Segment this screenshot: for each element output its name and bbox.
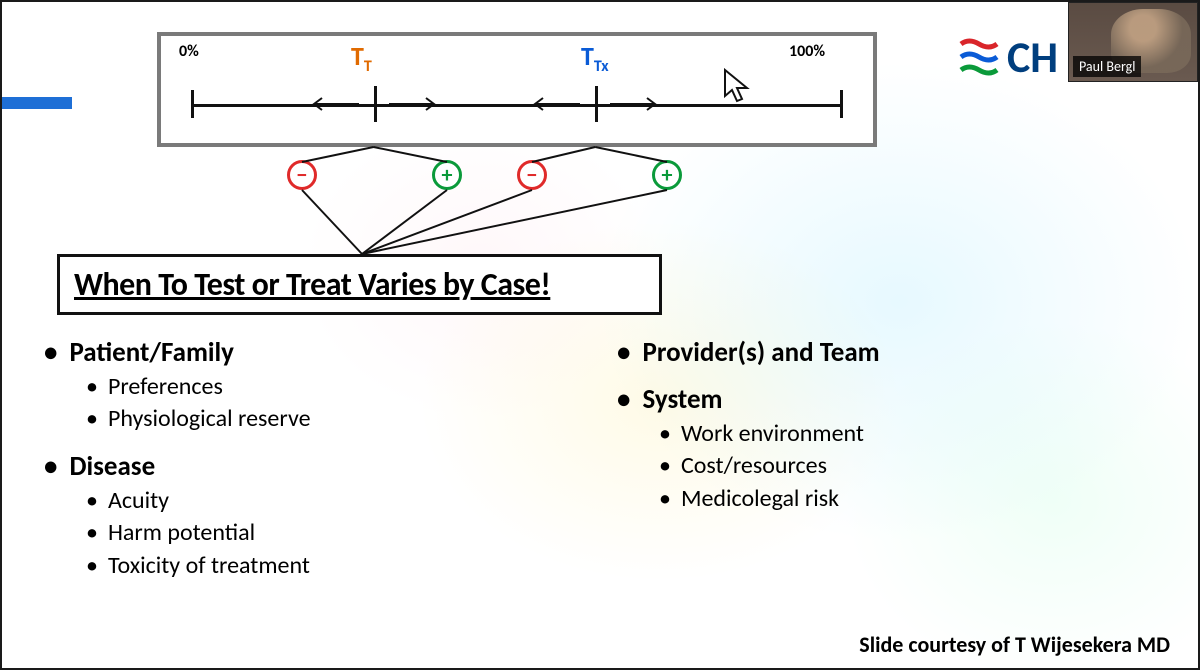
right-item: Medicolegal risk [659,483,1166,515]
right-group: Provider(s) and Team [617,336,1166,369]
right-group: SystemWork environmentCost/resourcesMedi… [617,383,1166,515]
right-column: Provider(s) and Team SystemWork environme… [605,322,1178,658]
tick-start [191,90,194,118]
threshold-diagram: 0% 100% TT TTx [157,32,877,147]
left-item: Acuity [86,485,593,517]
webcam-name-label: Paul Bergl [1073,56,1141,77]
tt-move-arrows [304,94,444,114]
number-line [191,104,843,107]
left-column: Patient/FamilyPreferencesPhysiological r… [32,322,605,658]
pct-left-label: 0% [179,42,199,61]
title-box: When To Test or Treat Varies by Case! [57,254,662,315]
right-group-head: Provider(s) and Team [617,336,1166,369]
right-item: Work environment [659,418,1166,450]
cursor-icon [721,68,751,104]
logo-text: CH [1007,30,1058,84]
pct-right-label: 100% [789,42,825,61]
slide-credit: Slide courtesy of T Wijesekera MD [859,631,1170,658]
left-group-head: Patient/Family [44,336,593,369]
left-item: Preferences [86,371,593,403]
ttx-label: TTx [581,40,609,76]
right-item: Cost/resources [659,450,1166,482]
right-group-head: System [617,383,1166,416]
left-group: DiseaseAcuityHarm potentialToxicity of t… [44,450,593,582]
ttx-move-arrows [525,94,665,114]
webcam-tile: Paul Bergl [1068,2,1198,82]
accent-bar [2,97,72,109]
brand-logo: CH [959,30,1058,84]
bullet-columns: Patient/FamilyPreferencesPhysiological r… [32,322,1178,658]
slide-title: When To Test or Treat Varies by Case! [74,265,645,304]
slide-content: CH Paul Bergl 0% 100% TT TTx [2,2,1198,668]
wave-icon [959,38,999,76]
left-group: Patient/FamilyPreferencesPhysiological r… [44,336,593,436]
left-item: Physiological reserve [86,403,593,435]
tick-end [840,90,843,118]
left-item: Harm potential [86,517,593,549]
left-group-head: Disease [44,450,593,483]
left-item: Toxicity of treatment [86,550,593,582]
tt-label: TT [351,40,372,76]
